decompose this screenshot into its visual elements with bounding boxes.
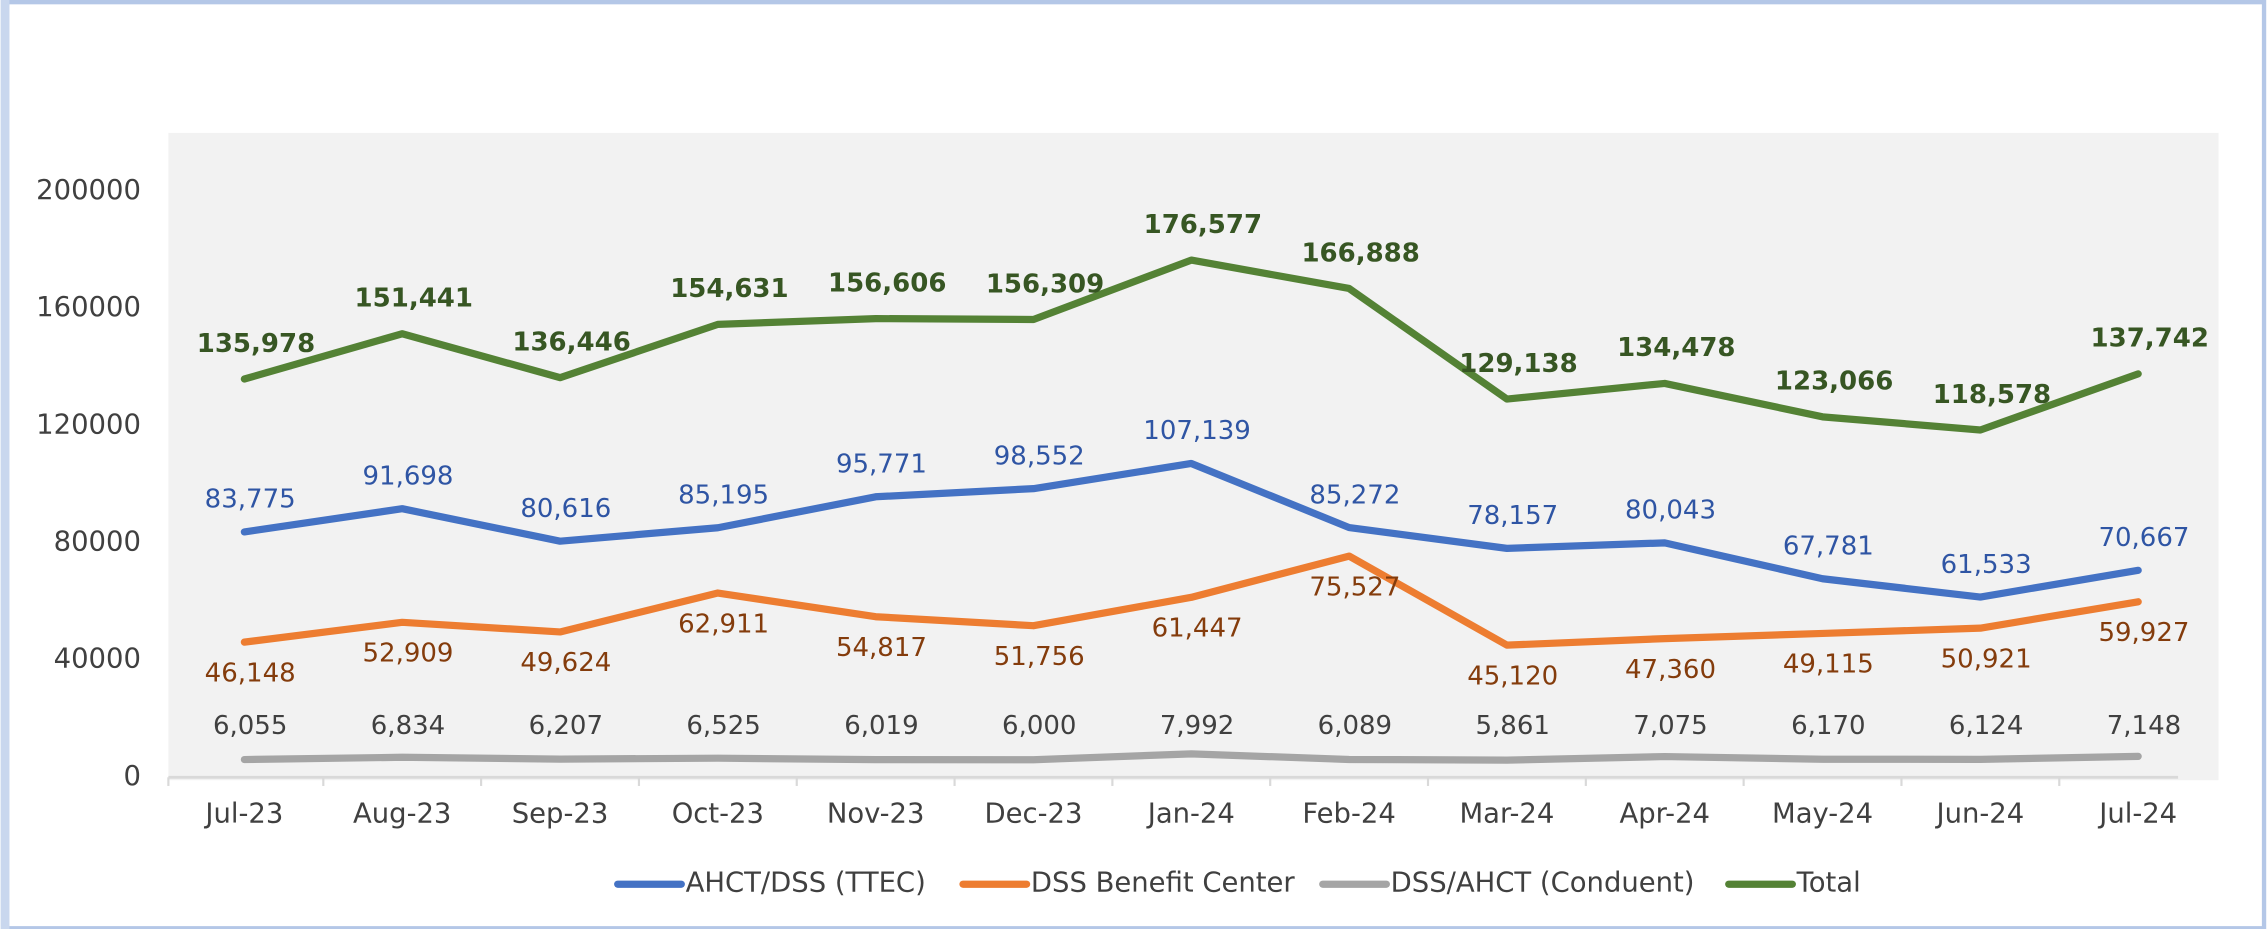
x-tick-label: Jun-24	[1935, 798, 2025, 829]
data-label: 129,138	[1459, 349, 1577, 379]
data-label: 166,888	[1301, 238, 1419, 268]
data-label: 95,771	[836, 450, 927, 480]
x-tick-label: Apr-24	[1619, 798, 1710, 829]
data-label: 6,089	[1318, 711, 1392, 741]
data-label: 62,911	[678, 609, 769, 639]
data-label: 6,170	[1791, 711, 1865, 741]
data-label: 85,195	[678, 480, 769, 510]
y-tick-label: 80000	[54, 526, 141, 557]
data-label: 80,616	[520, 494, 611, 524]
data-label: 80,043	[1625, 496, 1716, 526]
x-tick-label: May-24	[1772, 798, 1873, 829]
data-label: 7,992	[1160, 711, 1234, 741]
y-tick-label: 120000	[36, 409, 141, 440]
data-label: 67,781	[1783, 531, 1874, 561]
data-label: 59,927	[2098, 618, 2189, 648]
data-label: 61,533	[1941, 550, 2032, 580]
data-label: 6,834	[371, 711, 445, 741]
series-line	[240, 459, 2142, 601]
data-label: 6,019	[844, 711, 918, 741]
data-label: 61,447	[1152, 614, 1243, 644]
legend-label: Total	[1796, 868, 1861, 899]
data-label: 156,309	[986, 269, 1104, 299]
series-line	[240, 552, 2142, 649]
data-label: 49,624	[520, 648, 611, 678]
data-label: 156,606	[828, 268, 946, 298]
data-label: 135,978	[197, 329, 315, 359]
data-label: 91,698	[363, 461, 454, 491]
data-label: 5,861	[1475, 711, 1549, 741]
x-tick-label: Dec-23	[985, 798, 1083, 829]
series-line	[240, 256, 2142, 434]
data-label: 6,124	[1949, 711, 2023, 741]
data-label: 107,139	[1143, 416, 1251, 446]
data-label: 83,775	[205, 485, 296, 515]
data-label: 6,055	[213, 711, 287, 741]
window-edge	[0, 0, 10, 929]
y-tick-label: 160000	[36, 292, 141, 323]
legend-label: DSS/AHCT (Conduent)	[1391, 868, 1695, 899]
data-label: 136,446	[512, 327, 630, 357]
data-label: 75,527	[1309, 572, 1400, 602]
data-label: 6,000	[1002, 711, 1076, 741]
data-label: 7,075	[1633, 711, 1707, 741]
data-label: 134,478	[1617, 333, 1735, 363]
series-line	[240, 750, 2142, 764]
data-label: 6,207	[529, 711, 603, 741]
data-label: 176,577	[1144, 210, 1262, 240]
data-label: 51,756	[994, 642, 1085, 672]
x-tick-label: Nov-23	[827, 798, 925, 829]
legend-label: DSS Benefit Center	[1031, 868, 1295, 899]
data-label: 154,631	[670, 274, 788, 304]
x-tick-label: Oct-23	[672, 798, 764, 829]
y-tick-label: 200000	[36, 175, 141, 206]
data-label: 151,441	[355, 284, 473, 314]
x-tick-label: Jul-23	[203, 798, 283, 829]
data-label: 98,552	[994, 441, 1085, 471]
y-tick-label: 40000	[54, 644, 141, 675]
x-tick-label: Sep-23	[512, 798, 609, 829]
data-label: 7,148	[2107, 711, 2181, 741]
data-label: 85,272	[1309, 480, 1400, 510]
y-tick-label: 0	[123, 761, 140, 792]
data-label: 50,921	[1941, 644, 2032, 674]
data-label: 137,742	[2091, 324, 2209, 354]
data-label: 123,066	[1775, 367, 1893, 397]
x-tick-label: Jan-24	[1146, 798, 1235, 829]
x-tick-label: Jul-24	[2097, 798, 2177, 829]
legend-label: AHCT/DSS (TTEC)	[686, 868, 926, 899]
x-tick-label: Aug-23	[353, 798, 451, 829]
data-label: 6,525	[686, 711, 760, 741]
data-label: 54,817	[836, 633, 927, 663]
data-label: 70,667	[2098, 523, 2189, 553]
data-label: 46,148	[205, 658, 296, 688]
data-label: 49,115	[1783, 650, 1874, 680]
data-label: 118,578	[1933, 380, 2051, 410]
data-label: 47,360	[1625, 655, 1716, 685]
x-tick-label: Mar-24	[1460, 798, 1555, 829]
data-label: 45,120	[1467, 661, 1558, 691]
data-label: 52,909	[363, 639, 454, 669]
data-label: 78,157	[1467, 501, 1558, 531]
x-tick-label: Feb-24	[1302, 798, 1395, 829]
plot-area	[168, 132, 2219, 781]
